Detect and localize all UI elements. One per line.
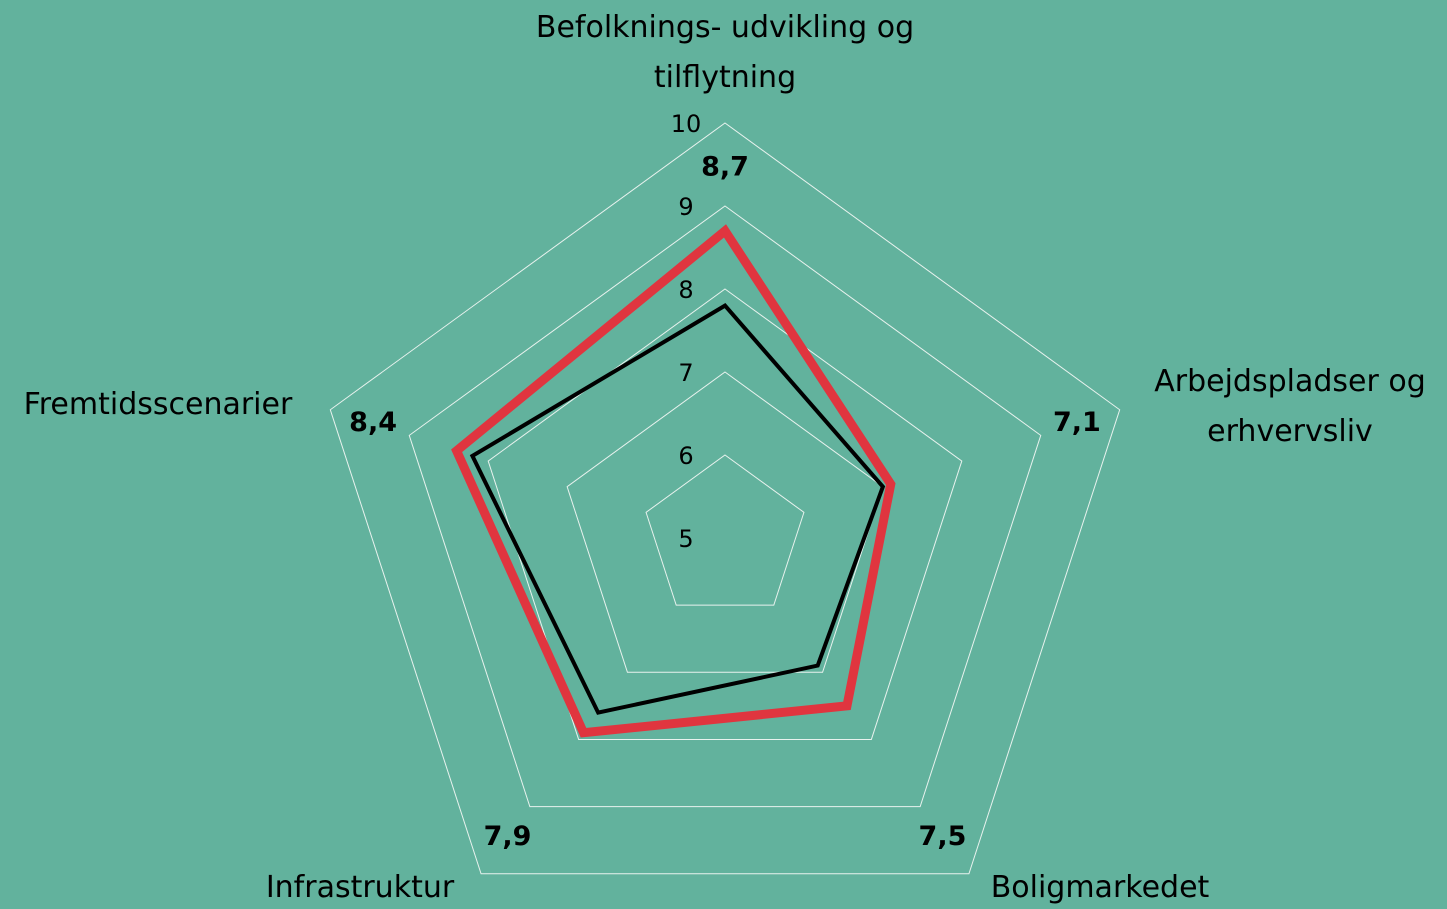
- grid-ring: [329, 122, 1121, 875]
- value-label: 7,1: [1053, 407, 1101, 438]
- grid-ring: [566, 371, 884, 673]
- tick-label: 10: [671, 110, 702, 138]
- series-line: [469, 303, 886, 715]
- category-label: Arbejdspladser og erhvervsliv: [1154, 364, 1426, 449]
- value-label: 7,9: [484, 821, 532, 852]
- grid-ring: [408, 205, 1042, 808]
- series-line: [451, 224, 896, 738]
- tick-label: 7: [678, 359, 693, 387]
- value-label: 8,4: [349, 407, 397, 438]
- tick-label: 5: [678, 525, 693, 553]
- category-label: Infrastruktur: [266, 870, 455, 905]
- value-label: 7,5: [919, 821, 967, 852]
- tick-label: 9: [678, 193, 693, 221]
- category-label: Boligmarkedet: [991, 870, 1210, 905]
- value-label: 8,7: [701, 152, 749, 183]
- grid-ring: [487, 288, 963, 740]
- category-label: Fremtidsscenarier: [24, 387, 293, 422]
- grid-ring: [645, 454, 805, 606]
- tick-label: 8: [678, 276, 693, 304]
- tick-label: 6: [678, 442, 693, 470]
- category-label: Befolknings- udvikling og tilflytning: [536, 10, 914, 95]
